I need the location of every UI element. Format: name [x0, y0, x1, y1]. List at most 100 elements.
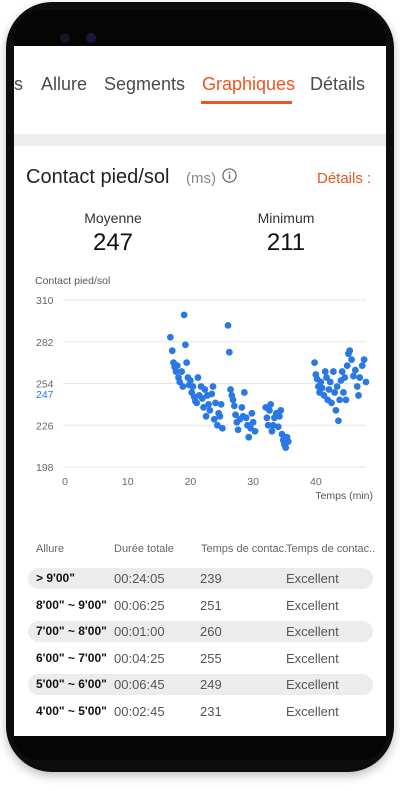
data-point	[362, 378, 370, 386]
data-point	[245, 433, 253, 441]
data-point	[182, 341, 189, 349]
column-header-pace: Allure	[36, 543, 65, 555]
data-point	[338, 368, 346, 375]
data-point	[194, 374, 202, 381]
contact-time-cell: 239	[200, 571, 222, 586]
sensor-icon	[86, 33, 96, 43]
data-point	[205, 400, 213, 408]
average-tick-label: 247	[36, 389, 54, 401]
data-point	[225, 348, 233, 356]
details-link[interactable]: Détails :	[317, 170, 372, 187]
data-point	[242, 414, 250, 422]
contact-time-cell: 255	[200, 650, 222, 666]
data-point	[234, 426, 242, 434]
column-header-duration: Durée totale	[114, 543, 174, 555]
tab-segments[interactable]: Segments	[104, 74, 186, 94]
y-tick-label: 282	[36, 337, 54, 349]
duration-cell: 00:24:05	[114, 571, 165, 586]
phone-top-bezel	[14, 10, 386, 46]
data-point	[353, 383, 361, 390]
x-tick-label: 10	[122, 476, 134, 488]
data-point	[356, 374, 364, 381]
data-point	[217, 400, 225, 408]
data-point	[326, 378, 334, 386]
data-point	[216, 412, 224, 420]
data-point	[278, 430, 286, 438]
data-point	[355, 392, 362, 399]
data-point	[208, 390, 216, 398]
data-point	[238, 403, 246, 411]
data-points	[166, 311, 370, 452]
average-value: 247	[92, 229, 134, 256]
data-point	[317, 378, 325, 386]
chart-grid	[63, 299, 366, 468]
section-divider	[14, 134, 386, 146]
contact-time-cell: 260	[200, 624, 222, 640]
info-icon[interactable]	[222, 168, 237, 183]
data-point	[268, 427, 276, 435]
table-row: 7'00" ~ 8'00" 00:01:00 260 Excellent	[28, 621, 373, 643]
pace-cell: 8'00" ~ 9'00"	[36, 597, 107, 612]
data-point	[325, 386, 333, 393]
data-point	[172, 368, 180, 375]
data-point	[180, 311, 188, 319]
data-point	[340, 389, 347, 396]
data-point	[240, 389, 248, 396]
data-point	[178, 368, 186, 375]
data-point	[282, 444, 290, 452]
table-row: 6'00" ~ 7'00" 00:04:25 255 Excellent	[28, 648, 373, 669]
duration-cell: 00:06:25	[114, 597, 165, 613]
tab-graphiques[interactable]: Graphiques	[202, 74, 296, 94]
data-point	[202, 412, 210, 420]
column-header-contact-time: Temps de contac...	[201, 543, 287, 555]
tab-bar: rs Allure Segments Graphiques Détails	[14, 46, 386, 134]
data-point	[249, 418, 257, 426]
minimum-label: Minimum	[257, 210, 315, 226]
data-point	[343, 362, 351, 370]
duration-cell: 00:06:45	[114, 677, 165, 693]
card-title: Contact pied/sol	[26, 166, 170, 188]
data-point	[200, 403, 207, 411]
tab-details[interactable]: Détails	[310, 74, 366, 94]
data-point	[267, 400, 275, 408]
app-screen: rs Allure Segments Graphiques Détails Co…	[14, 46, 386, 736]
minimum-value: 211	[266, 229, 306, 256]
front-camera-icon	[60, 33, 70, 43]
data-point	[342, 396, 350, 404]
contact-time-cell: 231	[200, 704, 222, 719]
data-point	[230, 402, 238, 410]
rating-cell: Excellent	[286, 571, 339, 586]
pace-cell: 4'00" ~ 5'00"	[36, 704, 107, 718]
data-point	[333, 383, 341, 390]
pace-cell: 5'00" ~ 6'00"	[36, 677, 107, 692]
column-header-contact-rating: Temps de contac...	[286, 543, 376, 555]
data-point	[218, 424, 226, 432]
data-point	[206, 406, 214, 414]
tab-allure[interactable]: Allure	[41, 74, 88, 94]
data-point	[251, 427, 259, 435]
rating-cell: Excellent	[286, 597, 339, 613]
pace-cell: > 9'00"	[36, 571, 75, 585]
card-unit: (ms)	[186, 170, 216, 187]
y-axis-title: Contact pied/sol	[35, 275, 110, 287]
duration-cell: 00:02:45	[114, 704, 165, 719]
data-point	[264, 421, 272, 429]
x-axis-title: Temps (min)	[315, 490, 373, 502]
data-point	[166, 333, 174, 341]
pace-cell: 6'00" ~ 7'00"	[36, 650, 107, 665]
rating-cell: Excellent	[286, 704, 339, 719]
data-point	[321, 368, 329, 375]
rating-cell: Excellent	[286, 650, 339, 666]
phone-bottom-bezel	[14, 736, 386, 760]
y-tick-label: 254	[36, 379, 54, 391]
data-point	[328, 399, 335, 407]
data-point	[193, 399, 201, 407]
data-point	[201, 386, 209, 393]
data-point	[232, 411, 239, 419]
x-tick-label: 20	[185, 476, 197, 488]
rating-cell: Excellent	[286, 677, 339, 693]
data-point	[318, 384, 326, 392]
tab-previous[interactable]: rs	[14, 74, 23, 94]
data-point	[276, 412, 283, 420]
